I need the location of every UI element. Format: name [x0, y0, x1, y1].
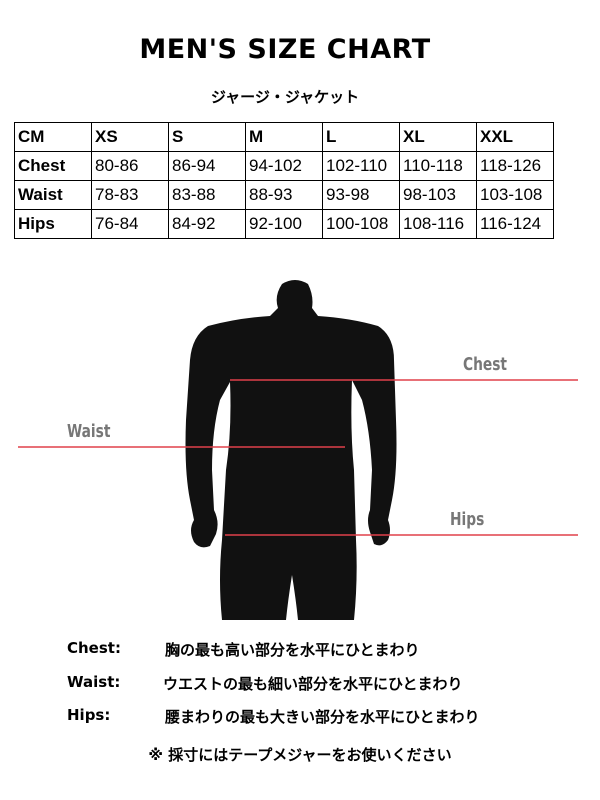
- table-cell: 86-94: [168, 151, 246, 181]
- table-cell: 76-84: [91, 209, 169, 239]
- table-cell: 110-118: [399, 151, 477, 181]
- waist-label: Waist: [67, 421, 111, 442]
- size-table: CM XS S M L XL XXL Chest 80-86 86-94 94-…: [14, 122, 554, 239]
- table-cell: 80-86: [91, 151, 169, 181]
- table-cell: 94-102: [245, 151, 323, 181]
- measuring-note: ※ 採寸にはテープメジャーをお使いください: [148, 746, 452, 764]
- table-cell: 84-92: [168, 209, 246, 239]
- body-silhouette-figure: [18, 280, 578, 620]
- definition-term: Chest:: [67, 639, 121, 657]
- table-row: Hips 76-84 84-92 92-100 100-108 108-116 …: [14, 209, 554, 239]
- table-header-row: CM XS S M L XL XXL: [14, 122, 554, 152]
- table-cell: 98-103: [399, 180, 477, 210]
- row-label: Hips: [14, 209, 92, 239]
- table-cell: 100-108: [322, 209, 400, 239]
- table-header-cell: L: [322, 122, 400, 152]
- row-label: Chest: [14, 151, 92, 181]
- table-header-cell: S: [168, 122, 246, 152]
- page-subtitle: ジャージ・ジャケット: [210, 88, 360, 106]
- table-row: Waist 78-83 83-88 88-93 93-98 98-103 103…: [14, 180, 554, 210]
- table-cell: 88-93: [245, 180, 323, 210]
- table-cell: 93-98: [322, 180, 400, 210]
- definition-term: Waist:: [67, 673, 121, 691]
- table-cell: 116-124: [476, 209, 554, 239]
- table-header-cell: XXL: [476, 122, 554, 152]
- table-cell: 118-126: [476, 151, 554, 181]
- table-cell: 78-83: [91, 180, 169, 210]
- table-header-cell: CM: [14, 122, 92, 152]
- row-label: Waist: [14, 180, 92, 210]
- table-cell: 103-108: [476, 180, 554, 210]
- table-cell: 108-116: [399, 209, 477, 239]
- definition-term: Hips:: [67, 706, 111, 724]
- hips-label: Hips: [450, 509, 485, 530]
- table-header-cell: XS: [91, 122, 169, 152]
- table-cell: 92-100: [245, 209, 323, 239]
- table-cell: 83-88: [168, 180, 246, 210]
- definition-text: 胸の最も高い部分を水平にひとまわり: [165, 641, 420, 659]
- table-header-cell: XL: [399, 122, 477, 152]
- body-silhouette: [185, 280, 397, 620]
- page-title: MEN'S SIZE CHART: [139, 34, 431, 65]
- table-cell: 102-110: [322, 151, 400, 181]
- chest-label: Chest: [463, 354, 508, 375]
- definition-text: 腰まわりの最も大きい部分を水平にひとまわり: [165, 708, 480, 726]
- definition-text: ウエストの最も細い部分を水平にひとまわり: [163, 675, 463, 693]
- table-header-cell: M: [245, 122, 323, 152]
- table-row: Chest 80-86 86-94 94-102 102-110 110-118…: [14, 151, 554, 181]
